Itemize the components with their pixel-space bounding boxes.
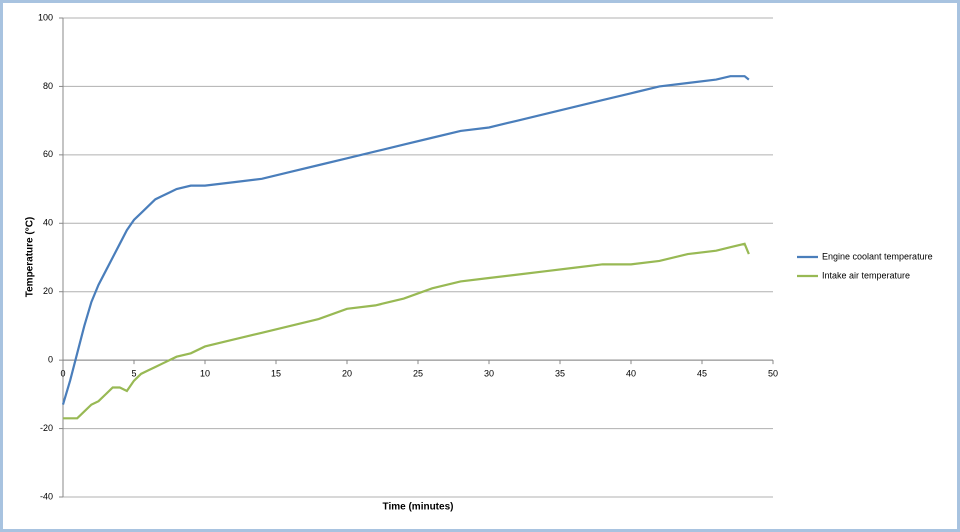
y-axis-title: Temperature (°C) xyxy=(25,217,36,298)
y-tick-label: 40 xyxy=(43,218,53,228)
legend-label: Intake air temperature xyxy=(822,270,910,280)
x-tick-label: 30 xyxy=(484,369,494,379)
y-tick-label: 80 xyxy=(43,81,53,91)
x-tick-label: 40 xyxy=(626,369,636,379)
legend-label: Engine coolant temperature xyxy=(822,251,933,261)
y-tick-label: -40 xyxy=(40,491,53,501)
x-tick-label: 45 xyxy=(697,369,707,379)
y-tick-label: -20 xyxy=(40,423,53,433)
x-tick-label: 50 xyxy=(768,369,778,379)
x-tick-label: 15 xyxy=(271,369,281,379)
y-tick-label: 0 xyxy=(48,355,53,365)
data-line xyxy=(61,75,750,405)
x-tick-label: 5 xyxy=(131,369,136,379)
x-tick-label: 35 xyxy=(555,369,565,379)
y-tick-label: 60 xyxy=(43,149,53,159)
y-tick-label: 100 xyxy=(38,12,53,22)
data-line xyxy=(63,242,750,420)
x-tick-label: 10 xyxy=(200,369,210,379)
y-tick-label: 20 xyxy=(43,286,53,296)
x-tick-label: 0 xyxy=(60,369,65,379)
x-tick-label: 25 xyxy=(413,369,423,379)
x-tick-label: 20 xyxy=(342,369,352,379)
x-axis-title: Time (minutes) xyxy=(383,502,454,513)
